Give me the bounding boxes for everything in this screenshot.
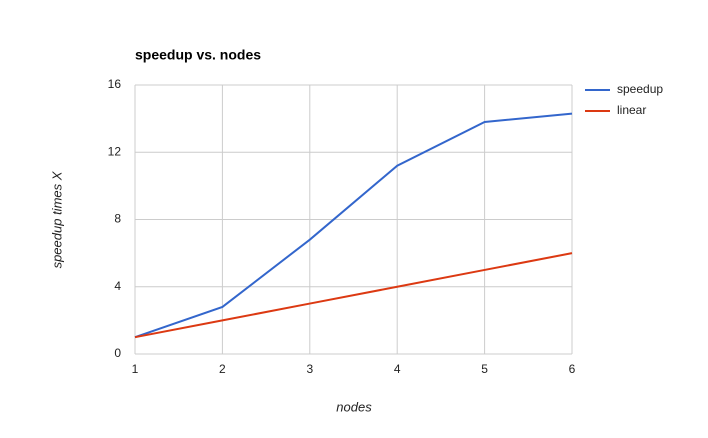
y-tick-label: 16 [108, 77, 122, 91]
chart-title: speedup vs. nodes [135, 47, 261, 63]
y-tick-label: 12 [108, 144, 122, 158]
x-tick-label: 1 [132, 362, 139, 376]
line [134, 252, 573, 339]
x-tick-label: 5 [481, 362, 488, 376]
line [134, 112, 573, 339]
legend-label: speedup [617, 82, 663, 96]
y-axis-title: speedup times X [49, 170, 64, 268]
x-tick-label: 4 [394, 362, 401, 376]
legend-label: linear [617, 103, 646, 117]
x-tick-label: 2 [219, 362, 226, 376]
x-axis-title: nodes [336, 399, 372, 414]
y-tick-label: 8 [114, 212, 121, 226]
y-tick-label: 4 [114, 279, 121, 293]
x-tick-label: 3 [306, 362, 313, 376]
y-tick-label: 0 [114, 346, 121, 360]
x-tick-label: 6 [569, 362, 576, 376]
